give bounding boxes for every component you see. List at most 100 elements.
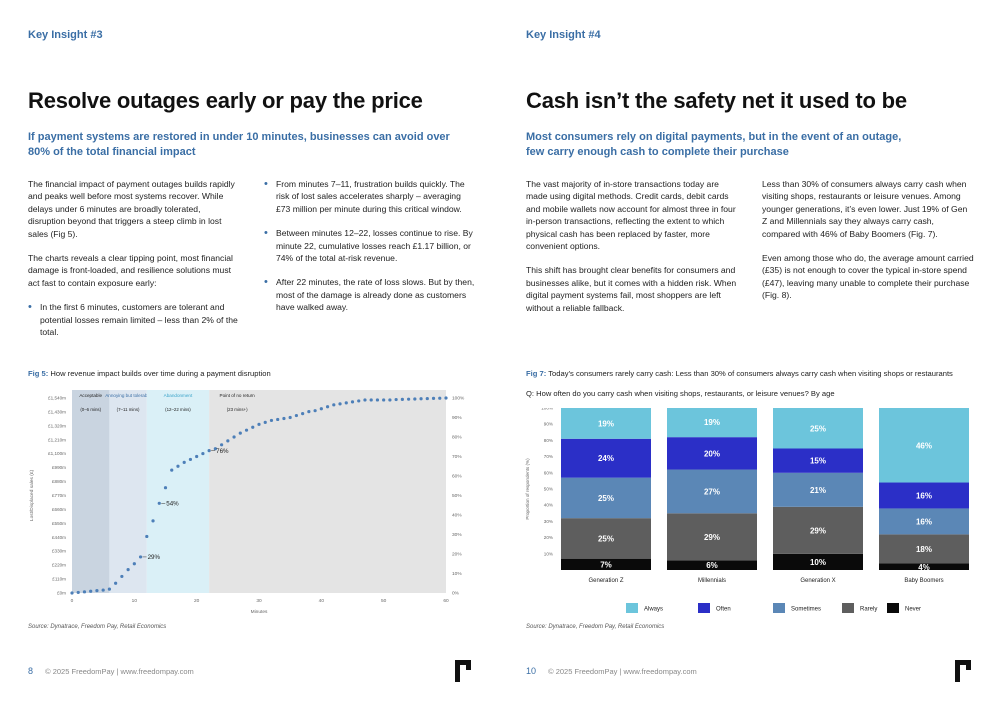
legend-swatch: [698, 603, 710, 613]
data-point: [107, 587, 111, 591]
subtitle-line: If payment systems are restored in under…: [28, 131, 450, 143]
y-tick-label: 40%: [544, 503, 553, 508]
data-point: [195, 454, 199, 459]
y-tick-label: 100%: [541, 408, 553, 411]
y-tick-label: £880m: [52, 479, 66, 484]
data-point: [357, 399, 361, 403]
segment-label: 15%: [810, 457, 826, 466]
data-label: 76%: [216, 448, 229, 455]
data-point: [276, 417, 280, 422]
bullet-item: In the first 6 minutes, customers are to…: [28, 301, 238, 338]
data-point: [425, 396, 429, 401]
bullet-list: From minutes 7–11, frustration builds qu…: [264, 178, 476, 314]
legend-swatch: [773, 603, 785, 613]
data-point: [438, 396, 442, 400]
y-tick-label: 70%: [544, 454, 553, 459]
y2-tick-label: 40%: [452, 513, 462, 519]
y2-tick-label: 50%: [452, 493, 462, 499]
y-tick-label: £1,430m: [48, 409, 66, 414]
legend-label: Rarely: [860, 607, 877, 613]
data-point: [319, 407, 323, 411]
source-note: Source: Dynatrace, Freedom Pay, Retail E…: [526, 624, 665, 630]
page-number: 8: [28, 666, 34, 676]
bar-segment: [561, 408, 651, 439]
bar-segment: [667, 513, 757, 561]
subtitle-line: few carry enough cash to complete their …: [526, 146, 789, 158]
y-axis-label: Proportion of respondents (%): [525, 458, 530, 520]
freedompay-logo-icon: [455, 660, 471, 682]
data-point: [213, 447, 217, 451]
data-point: [444, 396, 448, 400]
bar-segment: [667, 408, 757, 438]
figure-caption-text: Today’s consumers rarely carry cash: Les…: [548, 369, 953, 378]
x-tick-label: 30: [256, 598, 262, 604]
data-point: [363, 398, 367, 402]
page-title: Resolve outages early or pay the price: [28, 88, 423, 113]
body-paragraph: Even among those who do, the average amo…: [762, 253, 974, 301]
segment-label: 25%: [598, 534, 614, 543]
segment-label: 10%: [810, 558, 826, 567]
segment-label: 21%: [810, 486, 826, 495]
data-point: [419, 397, 423, 401]
data-point: [157, 501, 161, 505]
bar-segment: [561, 477, 651, 519]
data-point: [375, 398, 380, 402]
category-label: Generation Z: [588, 578, 623, 584]
data-point: [407, 397, 411, 401]
segment-label: 27%: [704, 487, 720, 496]
y-tick-label: £1,210m: [48, 437, 66, 442]
y2-tick-label: 70%: [452, 454, 462, 460]
data-point: [126, 568, 130, 572]
data-point: [207, 449, 211, 453]
x-tick-label: 10: [132, 598, 138, 604]
y2-tick-label: 60%: [452, 474, 462, 480]
data-point: [294, 413, 298, 418]
page-title: Cash isn’t the safety net it used to be: [526, 88, 907, 113]
segment-label: 20%: [704, 449, 720, 458]
x-tick-label: 40: [319, 598, 325, 604]
data-point: [382, 398, 386, 402]
data-point: [70, 591, 74, 595]
zone-band: [209, 390, 446, 593]
data-point: [269, 418, 274, 423]
page-footer: 8 © 2025 FreedomPay | www.freedompay.com: [28, 666, 194, 676]
segment-label: 25%: [810, 424, 826, 433]
data-point: [431, 396, 436, 400]
cash-carrying-chart: 10% 20% 30% 40% 50% 60% 70% 80% 90% 100% Proportio…: [525, 408, 969, 613]
data-point: [332, 403, 336, 407]
bar-segment: [879, 408, 969, 483]
bar-segment: [879, 482, 969, 509]
data-point: [170, 468, 174, 472]
bar-segment: [879, 508, 969, 535]
legend-swatch: [887, 603, 899, 613]
segment-label: 7%: [600, 560, 612, 569]
copyright-text: © 2025 FreedomPay | www.freedompay.com: [548, 667, 697, 676]
data-point: [307, 410, 311, 414]
segment-label: 25%: [598, 494, 614, 503]
zone-range-label: (0–6 mins): [80, 407, 101, 412]
page-subtitle: Most consumers rely on digital payments,…: [526, 130, 966, 160]
bar-segment: [773, 408, 863, 449]
figure-caption-text: How revenue impact builds over time duri…: [50, 369, 271, 378]
page-8: Key Insight #3 Resolve outages early or …: [0, 0, 500, 708]
body-column-2: Less than 30% of consumers always carry …: [762, 178, 974, 314]
figure-caption: Fig 5: How revenue impact builds over ti…: [28, 369, 271, 378]
data-point: [76, 590, 80, 595]
data-point: [400, 397, 404, 401]
figure-caption: Fig 7: Today’s consumers rarely carry ca…: [526, 369, 953, 378]
source-note: Source: Dynatrace, Freedom Pay, Retail E…: [28, 624, 167, 630]
zone-range-label: (23 mins+): [227, 407, 248, 412]
y-tick-label: 50%: [544, 487, 553, 492]
data-point: [232, 435, 236, 439]
figure-label: Fig 7:: [526, 369, 547, 378]
bar-segment: [667, 437, 757, 470]
legend-swatch: [842, 603, 854, 613]
data-point: [238, 431, 242, 435]
data-point: [338, 402, 342, 406]
zone-band: [72, 390, 110, 593]
data-point: [101, 588, 105, 592]
y-tick-label: 90%: [544, 422, 553, 427]
bar-segment: [561, 438, 651, 478]
body-paragraph: The financial impact of payment outages …: [28, 179, 235, 239]
bar-segment: [879, 563, 969, 570]
